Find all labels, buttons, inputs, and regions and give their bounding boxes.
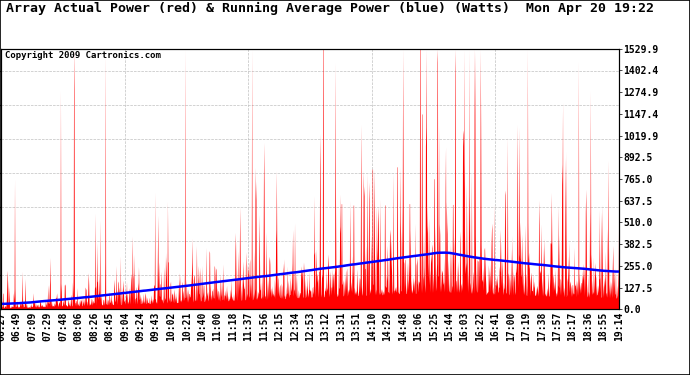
Text: 13:12: 13:12	[321, 311, 331, 340]
Text: 07:09: 07:09	[28, 311, 37, 340]
Text: 08:06: 08:06	[74, 311, 83, 340]
Text: 12:15: 12:15	[275, 311, 284, 340]
Text: 18:55: 18:55	[598, 311, 609, 340]
Text: 10:40: 10:40	[197, 311, 207, 340]
Text: 09:24: 09:24	[135, 311, 146, 340]
Text: 17:38: 17:38	[537, 311, 546, 340]
Text: 06:49: 06:49	[12, 311, 22, 340]
Text: 11:00: 11:00	[213, 311, 222, 340]
Text: 15:44: 15:44	[444, 311, 454, 340]
Text: Copyright 2009 Cartronics.com: Copyright 2009 Cartronics.com	[5, 51, 161, 60]
Text: 19:14: 19:14	[614, 311, 624, 340]
Text: 15:25: 15:25	[428, 311, 439, 340]
Text: 16:22: 16:22	[475, 311, 485, 340]
Text: 17:00: 17:00	[506, 311, 516, 340]
Text: 14:29: 14:29	[382, 311, 393, 340]
Text: 14:10: 14:10	[367, 311, 377, 340]
Text: 17:57: 17:57	[552, 311, 562, 340]
Text: 07:29: 07:29	[43, 311, 52, 340]
Text: 08:26: 08:26	[89, 311, 99, 340]
Text: 14:48: 14:48	[398, 311, 408, 340]
Text: 12:53: 12:53	[305, 311, 315, 340]
Text: 16:41: 16:41	[491, 311, 500, 340]
Text: 15:06: 15:06	[413, 311, 423, 340]
Text: 10:21: 10:21	[181, 311, 192, 340]
Text: 08:45: 08:45	[104, 311, 115, 340]
Text: 11:56: 11:56	[259, 311, 269, 340]
Text: 13:51: 13:51	[351, 311, 362, 340]
Text: 16:03: 16:03	[460, 311, 469, 340]
Text: 13:31: 13:31	[336, 311, 346, 340]
Text: 17:19: 17:19	[522, 311, 531, 340]
Text: 12:34: 12:34	[290, 311, 299, 340]
Text: 18:17: 18:17	[568, 311, 578, 340]
Text: East Array Actual Power (red) & Running Average Power (blue) (Watts)  Mon Apr 20: East Array Actual Power (red) & Running …	[0, 2, 655, 15]
Text: 06:27: 06:27	[0, 311, 6, 340]
Text: 09:04: 09:04	[120, 311, 130, 340]
Text: 09:43: 09:43	[151, 311, 161, 340]
Text: 10:02: 10:02	[166, 311, 176, 340]
Text: 18:36: 18:36	[583, 311, 593, 340]
Text: 11:37: 11:37	[244, 311, 253, 340]
Text: 11:18: 11:18	[228, 311, 238, 340]
Text: 07:48: 07:48	[58, 311, 68, 340]
